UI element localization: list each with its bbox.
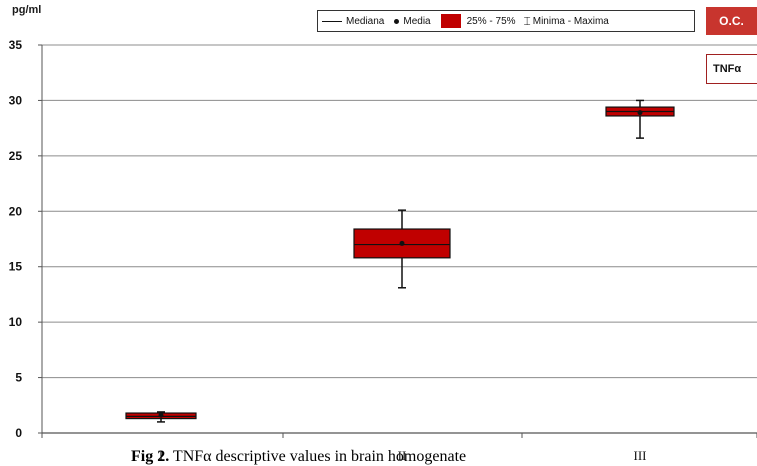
y-tick-label: 5 — [15, 371, 22, 385]
figure-caption: Fig 2. TNFα descriptive values in brain … — [131, 448, 466, 466]
y-tick-label: 35 — [9, 38, 23, 52]
legend-iqr-label: 25% - 75% — [466, 15, 516, 27]
y-tick-label: 25 — [9, 149, 23, 163]
panel-label: TNFα — [706, 54, 757, 84]
box-plot-I — [125, 411, 197, 423]
box-plot-III — [605, 99, 675, 139]
y-tick-label: 15 — [9, 260, 23, 274]
caption-prefix: Fig 2. — [131, 448, 170, 465]
legend-median-label: Mediana — [346, 15, 385, 27]
box-plots — [125, 99, 675, 423]
caption-text: TNFα descriptive values in brain homogen… — [169, 448, 467, 465]
legend-median: Mediana — [322, 16, 384, 27]
mean-marker — [399, 240, 405, 246]
legend: Mediana Media 25% - 75% ⌶ Minima - Maxim… — [317, 10, 695, 32]
y-tick-label: 20 — [9, 204, 23, 218]
x-tick-label: III — [634, 448, 647, 463]
box-plot-II — [353, 209, 451, 289]
y-tick-label: 0 — [15, 426, 22, 440]
whisker-icon: ⌶ — [523, 14, 531, 28]
mean-dot-icon — [394, 18, 400, 24]
legend-range: ⌶ Minima - Maxima — [524, 15, 609, 27]
mean-marker — [158, 412, 164, 418]
y-axis-label: pg/ml — [12, 4, 42, 16]
y-axis: 0 5 10 15 20 25 30 35 — [9, 38, 43, 440]
legend-mean: Media — [392, 15, 431, 27]
iqr-box-icon — [440, 14, 461, 28]
legend-range-label: Minima - Maxima — [532, 15, 609, 27]
x-tick-label: II — [398, 448, 407, 463]
x-axis: I II III — [41, 432, 757, 463]
group-badge: O.C. — [706, 7, 757, 35]
legend-iqr: 25% - 75% — [439, 14, 516, 28]
x-tick-label: I — [159, 448, 163, 463]
gridlines — [42, 44, 757, 379]
legend-mean-label: Media — [403, 15, 431, 27]
y-tick-label: 30 — [9, 93, 23, 107]
median-line-icon — [322, 20, 342, 22]
mean-marker — [637, 110, 643, 116]
y-tick-label: 10 — [9, 315, 23, 329]
